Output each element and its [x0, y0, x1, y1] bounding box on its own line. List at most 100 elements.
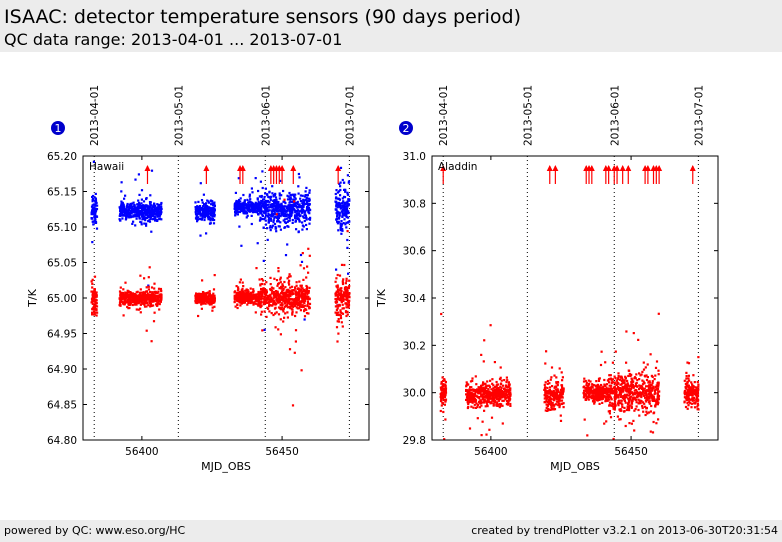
data-point — [273, 193, 277, 197]
data-point — [619, 408, 622, 411]
data-point — [160, 294, 163, 297]
data-point — [293, 199, 296, 202]
data-point — [292, 198, 295, 201]
data-point — [627, 388, 630, 391]
data-point — [303, 299, 307, 302]
data-point — [634, 408, 637, 411]
data-point — [131, 301, 135, 304]
data-point — [344, 311, 348, 314]
data-point — [308, 208, 311, 211]
data-point — [301, 202, 304, 205]
data-point — [657, 383, 660, 386]
data-point — [207, 294, 210, 297]
data-point — [284, 202, 287, 205]
data-point — [282, 207, 285, 210]
data-point — [124, 208, 127, 211]
series-red — [439, 312, 700, 441]
data-point — [125, 292, 128, 295]
data-point — [443, 438, 446, 441]
data-point — [133, 296, 136, 299]
data-point — [272, 294, 275, 297]
data-point — [123, 206, 126, 209]
y-tick-label: 65.10 — [47, 222, 77, 234]
data-point — [552, 403, 555, 407]
data-point — [304, 194, 307, 197]
data-point — [196, 220, 199, 223]
x-tick-label: 56400 — [125, 446, 158, 458]
data-point — [287, 281, 290, 284]
data-point — [205, 210, 208, 213]
data-point — [274, 303, 277, 306]
data-point — [121, 291, 125, 295]
data-point — [246, 198, 249, 201]
data-point — [275, 299, 278, 302]
data-point — [289, 294, 292, 297]
data-point — [233, 204, 236, 207]
data-point — [286, 225, 289, 228]
data-point — [339, 181, 342, 184]
data-point — [302, 267, 306, 270]
data-point — [146, 301, 149, 305]
data-point — [271, 204, 274, 207]
data-point — [465, 389, 468, 392]
data-point — [658, 390, 661, 393]
data-point — [246, 298, 249, 301]
data-point — [138, 203, 141, 206]
data-point — [616, 377, 620, 380]
data-point — [550, 400, 553, 403]
data-point — [290, 298, 293, 301]
data-point — [483, 409, 486, 412]
data-point — [233, 290, 236, 294]
data-point — [272, 299, 275, 303]
data-point — [160, 203, 163, 206]
data-point — [260, 293, 263, 296]
data-point — [600, 350, 603, 353]
data-point — [159, 209, 163, 212]
data-point — [495, 394, 498, 397]
data-point — [555, 391, 558, 394]
data-point — [344, 302, 348, 305]
data-point — [604, 384, 607, 387]
data-point — [340, 290, 343, 293]
data-point — [246, 303, 249, 306]
data-point — [471, 379, 474, 382]
data-point — [247, 301, 250, 304]
data-point — [638, 399, 641, 402]
data-point — [251, 294, 254, 297]
data-point — [296, 202, 299, 205]
data-point — [258, 209, 262, 212]
data-point — [159, 288, 163, 291]
data-point — [630, 422, 633, 425]
data-point — [140, 202, 143, 205]
data-point — [267, 196, 270, 199]
data-point — [258, 202, 262, 206]
data-point — [234, 210, 237, 213]
data-point — [156, 303, 159, 306]
data-point — [290, 301, 294, 304]
data-point — [346, 193, 349, 196]
data-point — [497, 392, 500, 395]
data-point — [444, 380, 447, 384]
data-point — [265, 315, 268, 318]
data-point — [138, 298, 141, 301]
data-point — [339, 314, 342, 317]
data-point — [643, 402, 646, 405]
data-point — [142, 209, 145, 212]
data-point — [275, 210, 278, 213]
data-point — [119, 300, 122, 303]
data-point — [236, 293, 239, 296]
data-point — [308, 191, 311, 194]
data-point — [486, 397, 489, 400]
data-point — [246, 299, 249, 302]
data-point — [548, 392, 551, 395]
data-point — [336, 307, 339, 310]
data-point — [612, 437, 615, 441]
data-point — [277, 201, 280, 204]
data-point — [138, 204, 141, 207]
data-point — [279, 333, 282, 336]
data-point — [262, 303, 265, 306]
data-point — [201, 213, 204, 216]
data-point — [120, 206, 124, 209]
data-point — [439, 386, 442, 389]
data-point — [273, 204, 276, 207]
